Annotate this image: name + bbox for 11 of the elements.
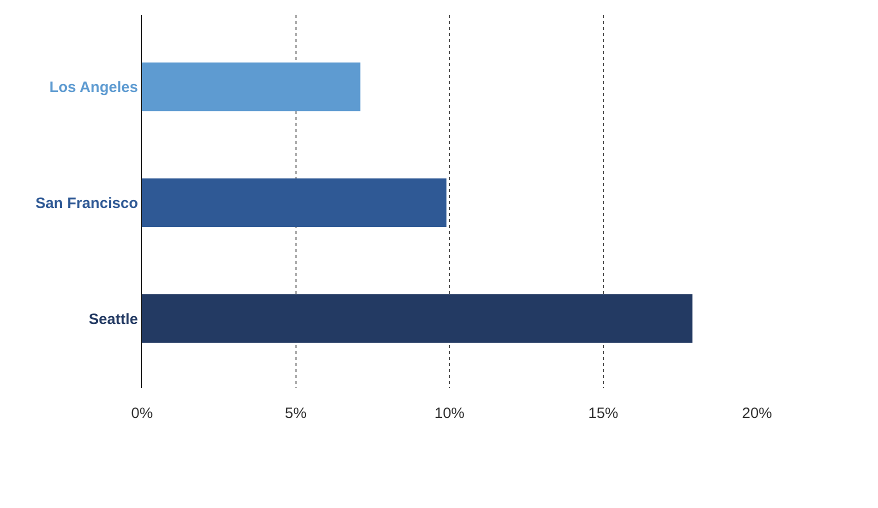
x-tick-label: 10% (434, 405, 465, 422)
x-tick-label: 15% (588, 405, 618, 422)
bar (142, 178, 446, 227)
y-tick-label: Los Angeles (49, 79, 138, 96)
x-tick-label: 20% (742, 405, 772, 422)
y-tick-label: Seattle (88, 310, 138, 328)
x-tick-label: 5% (284, 405, 307, 422)
x-tick-label: 0% (131, 405, 153, 422)
bar (142, 62, 360, 112)
bar (142, 294, 692, 343)
y-tick-label: San Francisco (35, 194, 138, 212)
